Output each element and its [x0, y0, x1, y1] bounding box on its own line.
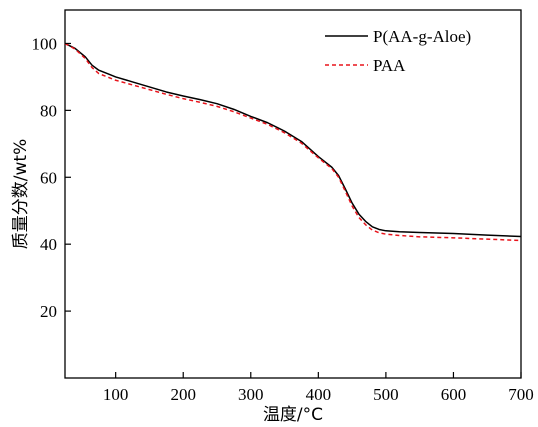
plot-frame — [64, 9, 522, 379]
y-axis-title: 质量分数/wt% — [11, 139, 31, 249]
x-axis-title: 温度/°C — [263, 405, 323, 425]
x-tick-label: 400 — [306, 385, 332, 404]
series-line-paa-aloe — [64, 42, 522, 238]
legend: P(AA-g-Aloe) PAA — [325, 27, 471, 75]
series-line-paa — [64, 42, 522, 242]
x-tick-label: 700 — [508, 385, 534, 404]
legend-label-paa: PAA — [373, 56, 406, 75]
y-tick-label: 40 — [40, 235, 57, 254]
legend-label-paa-aloe: P(AA-g-Aloe) — [373, 27, 471, 46]
y-axis-ticks: 20 40 60 80 100 — [32, 34, 71, 321]
y-tick-label: 100 — [32, 34, 58, 53]
y-tick-label: 80 — [40, 101, 57, 120]
plot-area: 100 200 300 400 500 600 700 20 40 60 80 100 — [32, 9, 534, 404]
x-axis-ticks: 100 200 300 400 500 600 700 — [103, 372, 534, 404]
x-tick-label: 100 — [103, 385, 129, 404]
series-layer — [64, 42, 522, 242]
x-tick-label: 600 — [441, 385, 467, 404]
x-tick-label: 500 — [373, 385, 399, 404]
y-tick-label: 20 — [40, 302, 57, 321]
x-tick-label: 300 — [238, 385, 264, 404]
y-tick-label: 60 — [40, 168, 57, 187]
x-tick-label: 200 — [170, 385, 196, 404]
